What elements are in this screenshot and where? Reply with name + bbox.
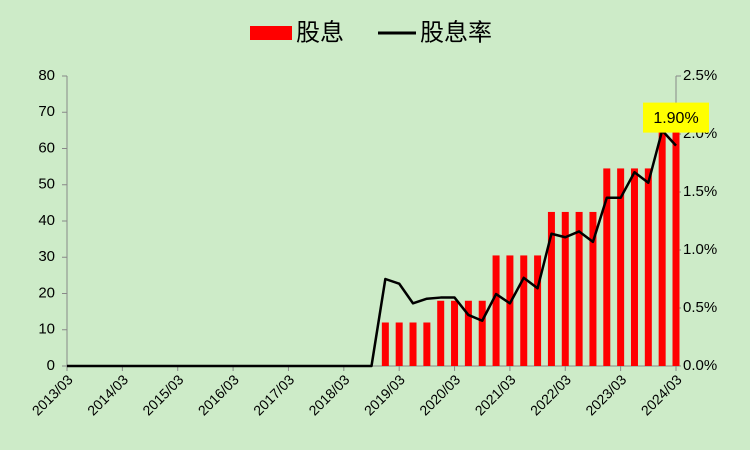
y2-tick-label: 1.5%	[683, 183, 717, 200]
bar	[437, 300, 445, 366]
bar	[381, 322, 389, 366]
bar	[520, 255, 528, 366]
y2-tick-label: 2.5%	[683, 67, 717, 84]
y-tick-label: 80	[38, 67, 55, 84]
y-tick-label: 60	[38, 139, 55, 156]
bar	[451, 300, 459, 366]
bar	[423, 322, 431, 366]
data-label-box	[643, 102, 709, 133]
y-tick-label: 20	[38, 284, 55, 301]
bar	[395, 322, 403, 366]
bar	[547, 211, 555, 366]
y-tick-label: 0	[47, 357, 55, 374]
y-tick-label: 30	[38, 248, 55, 265]
bar	[672, 130, 680, 366]
bar	[561, 211, 569, 366]
y-tick-label: 10	[38, 321, 55, 338]
bar	[658, 130, 666, 366]
bar	[575, 211, 583, 366]
bar	[534, 255, 542, 366]
bar	[603, 168, 611, 366]
bar	[644, 168, 652, 366]
line	[67, 129, 677, 368]
legend-swatch	[250, 26, 292, 40]
data-label: 1.90%	[653, 110, 698, 127]
bar	[617, 168, 625, 366]
y-tick-label: 40	[38, 212, 55, 229]
y2-tick-label: 0.0%	[683, 357, 717, 374]
legend-label: 股息	[296, 19, 344, 46]
bar	[464, 300, 472, 366]
bar	[630, 168, 638, 366]
bar	[492, 255, 500, 366]
y-tick-label: 70	[38, 103, 55, 120]
legend-label: 股息率	[420, 19, 492, 46]
bar	[409, 322, 417, 366]
bar	[478, 300, 486, 366]
bar	[589, 211, 597, 366]
y2-tick-label: 0.5%	[683, 299, 717, 316]
y-tick-label: 50	[38, 176, 55, 193]
bar	[506, 255, 514, 366]
y2-tick-label: 1.0%	[683, 241, 717, 258]
